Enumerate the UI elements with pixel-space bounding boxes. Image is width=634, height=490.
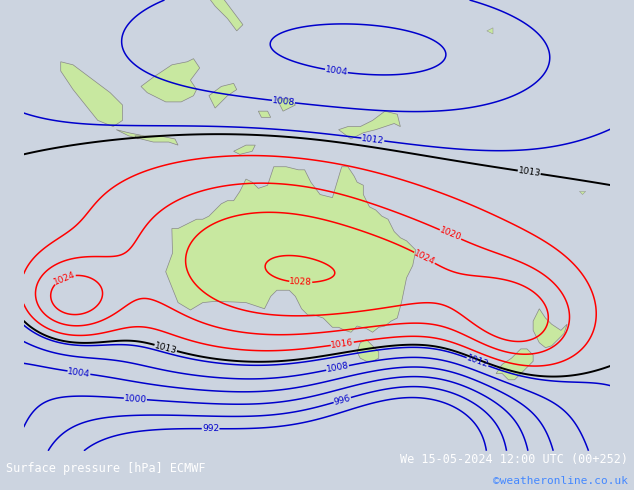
Polygon shape <box>61 62 122 126</box>
Text: 1004: 1004 <box>67 367 91 379</box>
Polygon shape <box>206 0 243 31</box>
Text: Surface pressure [hPa] ECMWF: Surface pressure [hPa] ECMWF <box>6 462 206 475</box>
Polygon shape <box>339 111 400 139</box>
Polygon shape <box>357 340 378 361</box>
Text: 1013: 1013 <box>153 341 178 355</box>
Text: 1024: 1024 <box>53 270 77 286</box>
Polygon shape <box>165 167 416 332</box>
Text: 1004: 1004 <box>325 65 348 77</box>
Text: We 15-05-2024 12:00 UTC (00+252): We 15-05-2024 12:00 UTC (00+252) <box>399 453 628 466</box>
Text: 1013: 1013 <box>517 166 541 178</box>
Text: 1008: 1008 <box>271 96 295 107</box>
Polygon shape <box>234 145 256 154</box>
Text: 992: 992 <box>202 424 219 433</box>
Text: 1012: 1012 <box>465 354 489 370</box>
Text: ©weatheronline.co.uk: ©weatheronline.co.uk <box>493 476 628 487</box>
Polygon shape <box>116 130 178 145</box>
Polygon shape <box>258 111 271 117</box>
Text: 1024: 1024 <box>412 248 437 267</box>
Polygon shape <box>487 28 493 34</box>
Polygon shape <box>277 99 295 111</box>
Polygon shape <box>533 309 567 348</box>
Polygon shape <box>496 349 533 380</box>
Polygon shape <box>141 59 200 102</box>
Text: 1016: 1016 <box>330 338 354 350</box>
Text: 1000: 1000 <box>124 393 147 404</box>
Polygon shape <box>209 83 236 108</box>
Text: 1008: 1008 <box>325 361 350 374</box>
Polygon shape <box>579 192 586 195</box>
Polygon shape <box>135 136 141 139</box>
Text: 1028: 1028 <box>289 277 313 288</box>
Text: 1020: 1020 <box>438 226 463 243</box>
Text: 996: 996 <box>333 393 352 407</box>
Text: 1012: 1012 <box>361 134 385 146</box>
